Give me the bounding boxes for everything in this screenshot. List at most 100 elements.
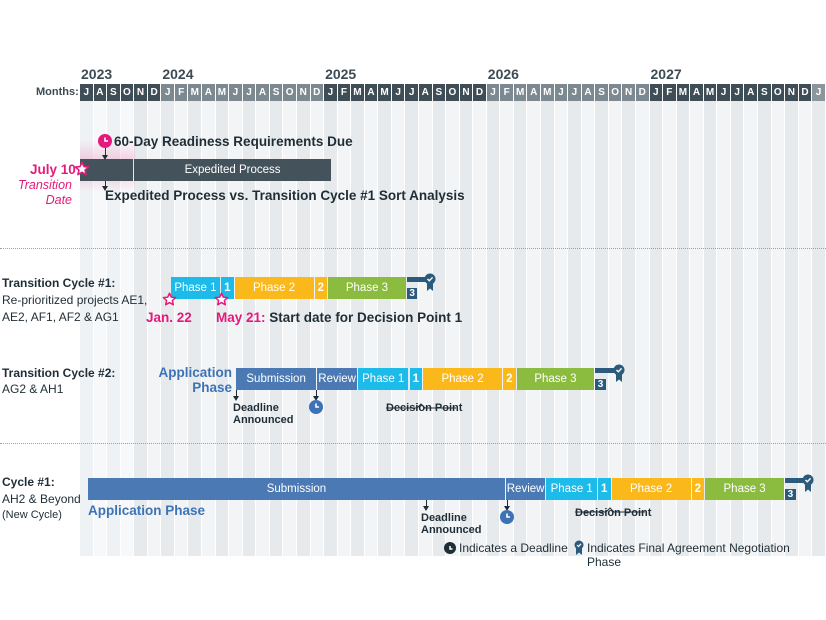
star-icon: [74, 161, 90, 182]
month-column: [554, 101, 569, 556]
month-cell: A: [744, 84, 758, 101]
segment-review: Review: [317, 368, 357, 390]
month-cell: A: [364, 84, 379, 101]
month-column: [419, 101, 433, 556]
month-cell: D: [798, 84, 813, 101]
segment-submission: Submission: [235, 368, 317, 390]
month-cell: D: [147, 84, 162, 101]
month-cell: J: [730, 84, 745, 101]
month-cell: D: [635, 84, 650, 101]
section-divider: [0, 248, 826, 249]
month-cell: J: [568, 84, 582, 101]
sort-analysis-label: Expedited Process vs. Transition Cycle #…: [105, 188, 465, 203]
year-label: 2025: [325, 66, 357, 82]
month-column: [744, 101, 758, 556]
month-cell: N: [622, 84, 636, 101]
month-cell: J: [391, 84, 406, 101]
segment-phase-1: Phase 1: [357, 368, 409, 390]
transition-date: July 10: [30, 162, 76, 177]
year-label: 2027: [650, 66, 682, 82]
month-cell: J: [229, 84, 243, 101]
month-column: [242, 101, 257, 556]
transition-label-line1: Transition: [18, 178, 72, 192]
month-cell: J: [324, 84, 338, 101]
decision-point-bracket: [386, 396, 456, 409]
month-column: [432, 101, 447, 556]
month-column: [174, 101, 189, 556]
segment-2: 2: [503, 368, 516, 390]
month-column: [676, 101, 691, 556]
month-column: [459, 101, 474, 556]
month-column: [202, 101, 216, 556]
month-cell: O: [283, 84, 297, 101]
month-cell: N: [459, 84, 474, 101]
month-cell: O: [446, 84, 460, 101]
month-cell: M: [513, 84, 528, 101]
deadline-line1: Deadline: [233, 402, 279, 414]
month-column: [147, 101, 162, 556]
final-phase-bar: [406, 277, 427, 282]
month-column: [717, 101, 731, 556]
month-column: [80, 101, 94, 556]
segment-phase-3: Phase 3: [516, 368, 595, 390]
final-phase-bar: [785, 478, 805, 483]
segment-phase-1: Phase 1: [546, 478, 597, 500]
month-column: [690, 101, 704, 556]
month-column: [391, 101, 406, 556]
deadline-arrow: [423, 500, 429, 511]
star-icon: [162, 292, 177, 312]
month-cell: M: [378, 84, 392, 101]
month-column: [500, 101, 514, 556]
month-column: [730, 101, 745, 556]
deadline-arrow: [233, 390, 239, 401]
month-cell: O: [771, 84, 786, 101]
clock-icon: [500, 510, 514, 524]
review-deadline-arrow: [504, 500, 510, 511]
segment-3: 3: [785, 489, 796, 500]
deadline-legend-icon: [444, 542, 456, 554]
star-icon: [214, 292, 229, 312]
readiness-label: 60-Day Readiness Requirements Due: [114, 134, 353, 149]
transition-cycle-1-title: Transition Cycle #1:: [2, 276, 116, 290]
application-phase-label: Application Phase: [150, 365, 233, 395]
deadline-announced-label: Deadline Announced: [233, 402, 294, 426]
section-divider: [0, 443, 826, 444]
month-column: [581, 101, 596, 556]
month-column: [378, 101, 392, 556]
month-column: [269, 101, 284, 556]
segment-3: 3: [406, 288, 418, 299]
month-column: [229, 101, 243, 556]
award-icon: [802, 474, 814, 499]
month-cell: J: [242, 84, 257, 101]
month-column: [527, 101, 542, 556]
decision-point-bracket: [575, 500, 645, 513]
month-column: [771, 101, 786, 556]
month-column: [541, 101, 555, 556]
segment-1: 1: [597, 478, 611, 500]
cycle-1-subtitle: AH2 & Beyond (New Cycle): [2, 491, 81, 523]
segment-phase-2: Phase 2: [234, 277, 314, 299]
month-column: [703, 101, 718, 556]
month-cell: M: [703, 84, 718, 101]
jan22-label: Jan. 22: [146, 310, 192, 325]
month-column: [812, 101, 826, 556]
month-cell: O: [608, 84, 623, 101]
deadline-legend-label: Indicates a Deadline: [459, 541, 568, 555]
review-deadline-arrow: [313, 390, 319, 401]
month-column: [635, 101, 650, 556]
month-column: [93, 101, 108, 556]
month-column: [215, 101, 230, 556]
month-cell: A: [581, 84, 596, 101]
segment-phase-2: Phase 2: [611, 478, 691, 500]
month-cell: M: [215, 84, 230, 101]
award-icon: [424, 273, 436, 298]
segment-1: 1: [409, 368, 423, 390]
may21-date: May 21:: [216, 310, 266, 325]
month-cell: S: [595, 84, 609, 101]
clock-icon: [98, 134, 112, 148]
month-column: [120, 101, 135, 556]
app-phase-line2: Phase: [192, 380, 232, 395]
month-cell: J: [486, 84, 501, 101]
award-legend-icon: [574, 540, 584, 561]
cycle-1-title: Cycle #1:: [2, 475, 55, 489]
